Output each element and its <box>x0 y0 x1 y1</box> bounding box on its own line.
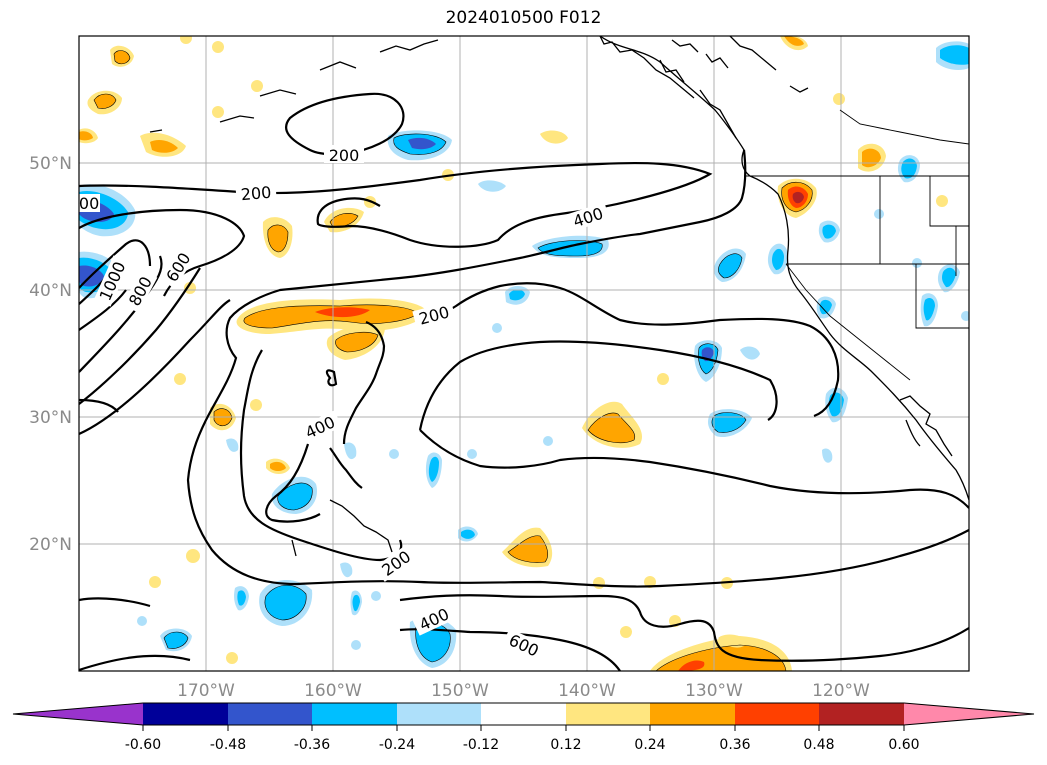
coastlines <box>149 36 969 557</box>
lat-label: 30°N <box>29 408 72 428</box>
map-area: 200 200 200 400 600 800 1000 200 400 200… <box>69 36 969 671</box>
longitude-labels: 170°W 160°W 150°W 140°W 130°W 120°W <box>177 681 870 701</box>
contour-label: 200 <box>69 194 100 213</box>
colorbar-extend-high <box>904 703 1034 725</box>
contour-label: 200 <box>240 183 272 205</box>
colorbar-tick-label: 0.24 <box>634 737 665 753</box>
colorbar-segment <box>735 703 819 725</box>
colorbar-tick-label: -0.48 <box>210 737 246 753</box>
lon-label: 140°W <box>558 681 616 701</box>
contour-label: 200 <box>329 146 360 165</box>
colorbar: -0.60 -0.48 -0.36 -0.24 -0.12 0.12 0.24 … <box>12 702 1035 753</box>
colorbar-segment <box>650 703 735 725</box>
colorbar-segment <box>228 703 312 725</box>
latitude-labels: 50°N 40°N 30°N 20°N <box>29 154 72 555</box>
lat-label: 20°N <box>29 535 72 555</box>
colorbar-tick-label: -0.36 <box>294 737 330 753</box>
colorbar-extend-low <box>13 703 143 725</box>
colorbar-tick-label: -0.12 <box>463 737 499 753</box>
map-title: 2024010500 F012 <box>445 8 602 28</box>
lon-label: 130°W <box>685 681 743 701</box>
map-frame <box>78 35 970 672</box>
colorbar-tick-label: 0.60 <box>888 737 919 753</box>
lon-label: 170°W <box>177 681 235 701</box>
gridlines <box>79 36 969 671</box>
anomaly-fills <box>79 36 969 671</box>
colorbar-segment <box>566 703 650 725</box>
colorbar-tick-label: -0.24 <box>379 737 415 753</box>
colorbar-segment <box>481 703 566 725</box>
colorbar-segment <box>312 703 397 725</box>
lat-label: 40°N <box>29 281 72 301</box>
lat-label: 50°N <box>29 154 72 174</box>
colorbar-tick-label: 0.48 <box>803 737 834 753</box>
borders <box>744 109 969 381</box>
colorbar-tick-label: 0.36 <box>719 737 750 753</box>
colorbar-tick-label: -0.60 <box>125 737 161 753</box>
lon-label: 120°W <box>812 681 870 701</box>
colorbar-segment <box>819 703 904 725</box>
colorbar-segment <box>397 703 481 725</box>
height-contours <box>79 92 969 671</box>
colorbar-segment <box>143 703 228 725</box>
lon-label: 160°W <box>304 681 362 701</box>
lon-label: 150°W <box>431 681 489 701</box>
colorbar-tick-label: 0.12 <box>550 737 581 753</box>
